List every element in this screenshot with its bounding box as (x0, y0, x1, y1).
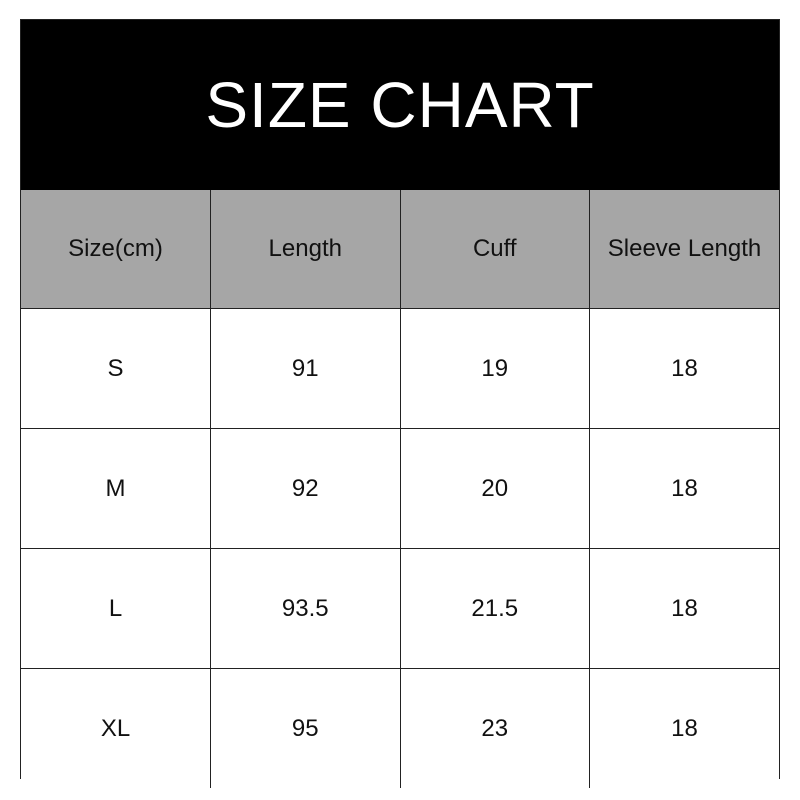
cell-size: S (21, 308, 211, 429)
cell-size: XL (21, 668, 211, 788)
cell-length: 95 (210, 668, 401, 788)
column-header-cuff: Cuff (399, 190, 590, 309)
table-row: XL 95 23 18 (21, 668, 779, 788)
cell-sleeve-length: 18 (589, 308, 779, 429)
table-row: S 91 19 18 (21, 308, 779, 429)
cell-length: 92 (210, 428, 401, 549)
cell-size: M (21, 428, 211, 549)
table-row: M 92 20 18 (21, 428, 779, 549)
column-header-size: Size(cm) (21, 190, 211, 309)
cell-length: 93.5 (210, 548, 401, 669)
table-row: L 93.5 21.5 18 (21, 548, 779, 669)
cell-cuff: 23 (399, 668, 590, 788)
size-chart: SIZE CHART Size(cm) Length Cuff Sleeve L… (20, 19, 780, 788)
cell-sleeve-length: 18 (589, 668, 779, 788)
cell-cuff: 21.5 (399, 548, 590, 669)
column-header-sleeve-length: Sleeve Length (589, 190, 779, 309)
cell-size: L (21, 548, 211, 669)
table-header-row: Size(cm) Length Cuff Sleeve Length (21, 190, 779, 309)
size-table: Size(cm) Length Cuff Sleeve Length S 91 … (21, 190, 779, 788)
cell-sleeve-length: 18 (589, 428, 779, 549)
column-header-length: Length (210, 190, 401, 309)
cell-cuff: 19 (399, 308, 590, 429)
cell-sleeve-length: 18 (589, 548, 779, 669)
size-chart-title: SIZE CHART (21, 20, 779, 190)
cell-length: 91 (210, 308, 401, 429)
cell-cuff: 20 (399, 428, 590, 549)
